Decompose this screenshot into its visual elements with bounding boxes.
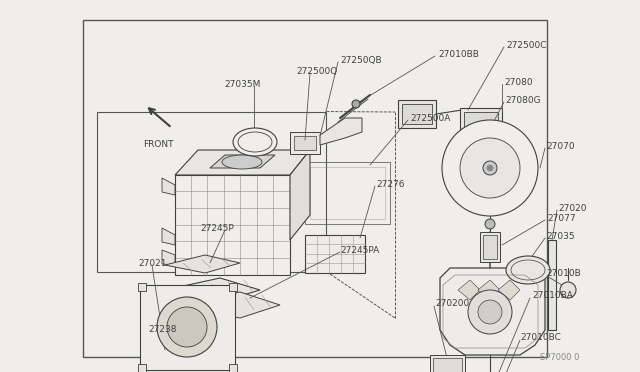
Bar [480, 232, 500, 262]
Polygon shape [175, 150, 310, 175]
Circle shape [167, 307, 207, 347]
Circle shape [442, 120, 538, 216]
Bar [433, 358, 462, 372]
Bar [229, 364, 237, 372]
Text: 27010BB: 27010BB [438, 49, 479, 58]
Text: FRONT: FRONT [143, 140, 173, 149]
Text: 27035M: 27035M [224, 80, 260, 89]
Polygon shape [458, 280, 480, 300]
Polygon shape [165, 255, 240, 273]
Text: 272500C: 272500C [506, 41, 547, 49]
Text: 27020: 27020 [558, 203, 586, 212]
Bar [175, 175, 290, 275]
Polygon shape [320, 118, 362, 145]
Bar [462, 148, 497, 166]
Polygon shape [162, 228, 175, 245]
Circle shape [487, 165, 493, 171]
Circle shape [157, 297, 217, 357]
Bar [83, 20, 547, 357]
Circle shape [460, 138, 520, 198]
Bar [402, 104, 432, 124]
Text: 272500A: 272500A [410, 113, 451, 122]
Text: 272500Q: 272500Q [296, 67, 337, 76]
Polygon shape [498, 280, 520, 300]
Text: 27250QB: 27250QB [340, 55, 381, 64]
Ellipse shape [506, 256, 550, 284]
Circle shape [483, 161, 497, 175]
Bar [305, 162, 390, 224]
Bar [138, 283, 146, 291]
Bar [290, 132, 320, 154]
Circle shape [560, 282, 576, 298]
Polygon shape [165, 278, 260, 302]
Polygon shape [440, 268, 545, 355]
Ellipse shape [233, 128, 277, 156]
Text: 27077: 27077 [547, 214, 575, 222]
Text: 27276: 27276 [376, 180, 404, 189]
Text: SP7000 0: SP7000 0 [540, 353, 579, 362]
Bar [460, 108, 502, 140]
Polygon shape [210, 155, 275, 168]
Text: 27245PA: 27245PA [340, 246, 380, 254]
Circle shape [352, 100, 360, 108]
Circle shape [485, 219, 495, 229]
Bar [140, 285, 235, 370]
Text: 27021: 27021 [138, 259, 166, 267]
Text: 27238: 27238 [148, 326, 177, 334]
Bar [294, 136, 316, 150]
Bar [229, 283, 237, 291]
Polygon shape [175, 292, 280, 318]
Bar [398, 100, 436, 128]
Bar [430, 355, 465, 372]
Text: 27080G: 27080G [505, 96, 541, 105]
Bar [310, 167, 385, 219]
Text: 27035: 27035 [546, 231, 575, 241]
Ellipse shape [222, 155, 262, 169]
Text: 27010BC: 27010BC [520, 334, 561, 343]
Text: 27010BA: 27010BA [532, 292, 573, 301]
Polygon shape [478, 280, 500, 300]
Bar [97, 112, 326, 272]
Circle shape [478, 300, 502, 324]
Bar [464, 112, 498, 136]
Polygon shape [162, 178, 175, 195]
Bar [483, 235, 497, 259]
Text: 27070: 27070 [546, 141, 575, 151]
Text: 27010B: 27010B [546, 269, 580, 278]
Text: 27080: 27080 [504, 77, 532, 87]
Bar [548, 240, 556, 330]
Bar [305, 235, 365, 273]
Text: 27245P: 27245P [200, 224, 234, 232]
Circle shape [468, 290, 512, 334]
Text: 270200: 270200 [435, 299, 469, 308]
Polygon shape [162, 250, 175, 265]
Bar [138, 364, 146, 372]
Polygon shape [290, 150, 310, 240]
